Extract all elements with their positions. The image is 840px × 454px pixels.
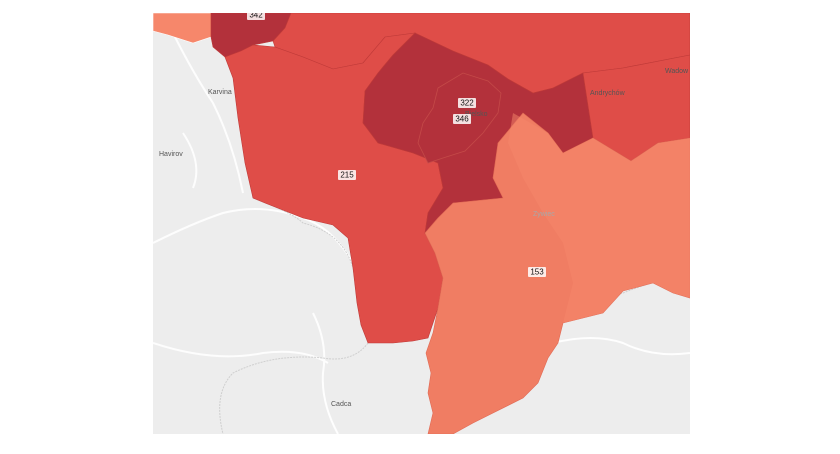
svg-text:215: 215 — [340, 171, 354, 180]
region-zywiec-light — [508, 113, 690, 323]
place-havirov: Havirov — [159, 151, 183, 158]
place-karvina: Karvina — [208, 89, 232, 96]
value-label-zywiec: 153 — [528, 267, 546, 277]
value-label-bielsko-city: 322 — [458, 98, 476, 108]
place-wadowice: Wadow — [665, 68, 689, 75]
svg-text:153: 153 — [530, 268, 544, 277]
place-bielsko: Bielsko — [465, 111, 488, 118]
svg-text:342: 342 — [249, 13, 263, 20]
region-top-left-small[interactable] — [153, 13, 222, 44]
svg-text:322: 322 — [460, 99, 474, 108]
place-cadca: Cadca — [331, 401, 351, 408]
svg-text:346: 346 — [455, 115, 469, 124]
place-zywiec: Zywiec — [533, 211, 555, 218]
roads-layer — [153, 32, 690, 434]
value-label-top-left: 342 — [247, 13, 265, 20]
value-label-cieszyn: 215 — [338, 170, 356, 180]
value-label-bielsko-county: 346 — [453, 114, 471, 124]
choropleth-map[interactable]: Karvina Havirov Cadca Zywiec Andrychów W… — [153, 13, 690, 434]
place-andrychow: Andrychów — [590, 90, 626, 97]
